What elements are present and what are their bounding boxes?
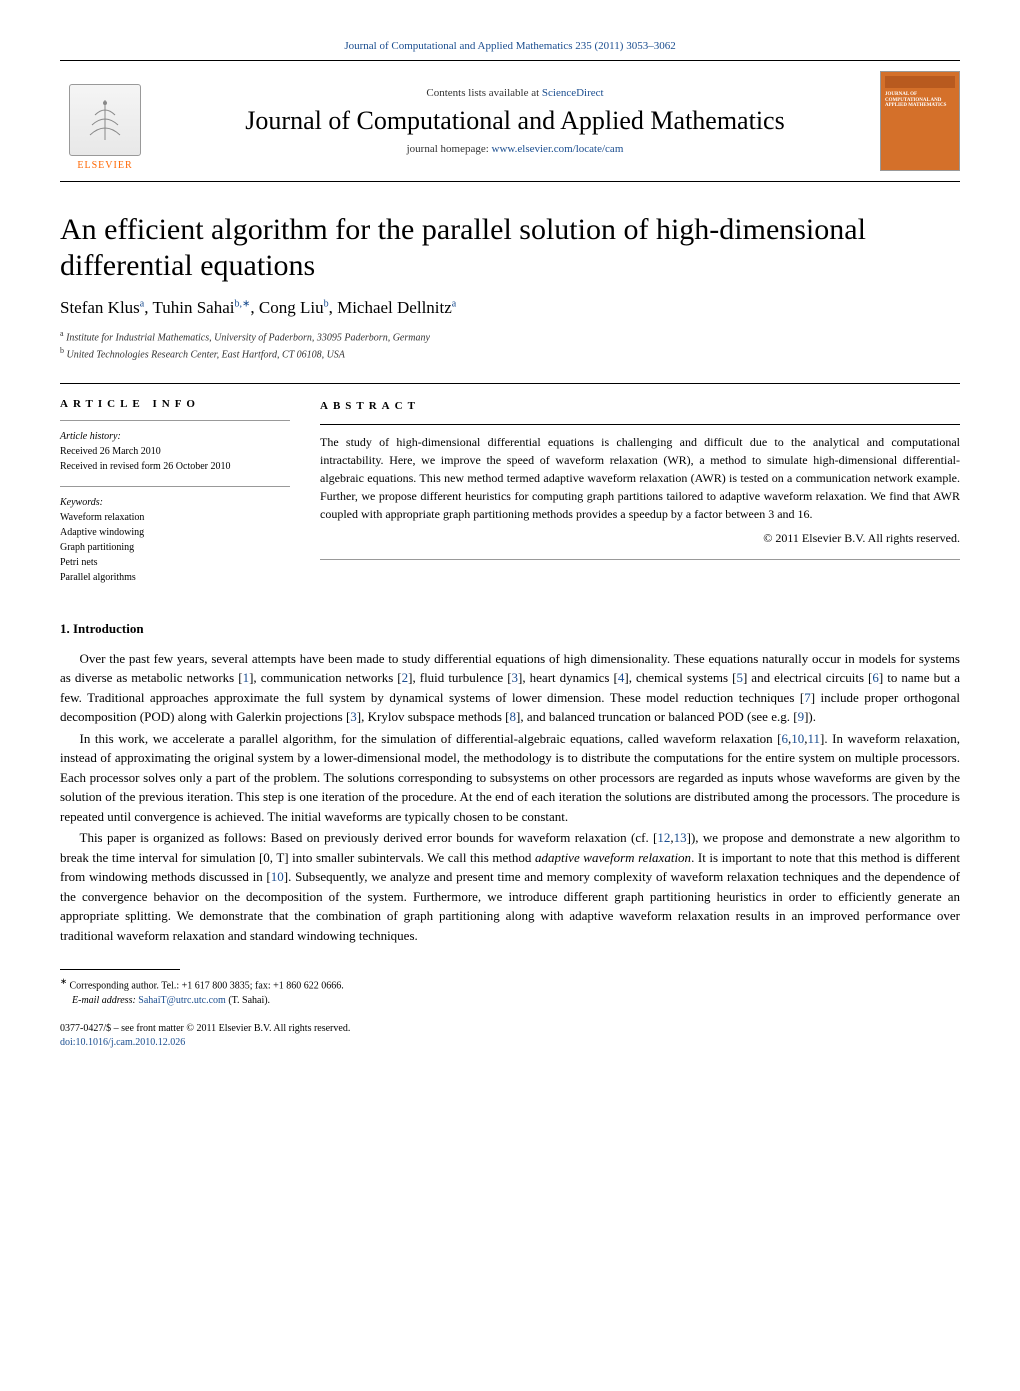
ref-link[interactable]: 6 bbox=[781, 731, 788, 746]
homepage-line: journal homepage: www.elsevier.com/locat… bbox=[170, 143, 860, 155]
corresponding-author-footnote: ∗ Corresponding author. Tel.: +1 617 800… bbox=[60, 976, 960, 1008]
section-1-heading: 1. Introduction bbox=[60, 621, 960, 637]
ref-link[interactable]: 5 bbox=[736, 670, 743, 685]
article-title: An efficient algorithm for the parallel … bbox=[60, 212, 960, 284]
affiliations: a Institute for Industrial Mathematics, … bbox=[60, 328, 960, 363]
ref-link[interactable]: 9 bbox=[798, 709, 805, 724]
journal-header: ELSEVIER Contents lists available at Sci… bbox=[60, 60, 960, 182]
ref-link[interactable]: 10 bbox=[791, 731, 804, 746]
elsevier-tree-icon bbox=[69, 84, 141, 156]
ref-link[interactable]: 11 bbox=[807, 731, 820, 746]
article-info-panel: ARTICLE INFO Article history: Received 2… bbox=[60, 398, 290, 597]
article-history: Article history: Received 26 March 2010 … bbox=[60, 420, 290, 474]
section-1-body: Over the past few years, several attempt… bbox=[60, 649, 960, 946]
keywords: Keywords: Waveform relaxation Adaptive w… bbox=[60, 486, 290, 585]
sciencedirect-link[interactable]: ScienceDirect bbox=[542, 87, 604, 99]
ref-link[interactable]: 3 bbox=[350, 709, 357, 724]
ref-link[interactable]: 12 bbox=[657, 830, 670, 845]
ref-link[interactable]: 7 bbox=[804, 690, 811, 705]
journal-name: Journal of Computational and Applied Mat… bbox=[170, 105, 860, 136]
elsevier-text: ELSEVIER bbox=[77, 160, 132, 171]
article-info-header: ARTICLE INFO bbox=[60, 398, 290, 410]
top-citation[interactable]: Journal of Computational and Applied Mat… bbox=[60, 40, 960, 52]
contents-line: Contents lists available at ScienceDirec… bbox=[170, 87, 860, 99]
abstract-panel: ABSTRACT The study of high-dimensional d… bbox=[320, 398, 960, 597]
abstract-header: ABSTRACT bbox=[320, 398, 960, 415]
doi-link[interactable]: doi:10.1016/j.cam.2010.12.026 bbox=[60, 1037, 185, 1048]
authors: Stefan Klusa, Tuhin Sahaib,∗, Cong Liub,… bbox=[60, 298, 960, 318]
ref-link[interactable]: 3 bbox=[512, 670, 519, 685]
journal-cover-thumbnail: JOURNAL OF COMPUTATIONAL AND APPLIED MAT… bbox=[880, 71, 960, 171]
abstract-copyright: © 2011 Elsevier B.V. All rights reserved… bbox=[320, 529, 960, 547]
ref-link[interactable]: 8 bbox=[510, 709, 517, 724]
ref-link[interactable]: 1 bbox=[243, 670, 250, 685]
ref-link[interactable]: 13 bbox=[674, 830, 687, 845]
elsevier-logo: ELSEVIER bbox=[60, 71, 150, 171]
ref-link[interactable]: 2 bbox=[402, 670, 409, 685]
abstract-text: The study of high-dimensional differenti… bbox=[320, 433, 960, 523]
ref-link[interactable]: 4 bbox=[618, 670, 625, 685]
footer: 0377-0427/$ – see front matter © 2011 El… bbox=[60, 1022, 960, 1050]
email-link[interactable]: SahaiT@utrc.utc.com bbox=[138, 995, 226, 1006]
homepage-link[interactable]: www.elsevier.com/locate/cam bbox=[492, 143, 624, 155]
ref-link[interactable]: 10 bbox=[271, 869, 284, 884]
ref-link[interactable]: 6 bbox=[872, 670, 879, 685]
